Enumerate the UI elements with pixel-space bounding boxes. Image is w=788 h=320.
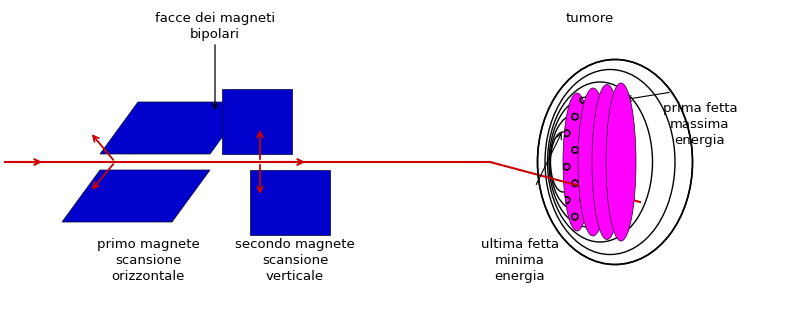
Bar	[222, 89, 292, 154]
Text: ultima fetta
minima
energia: ultima fetta minima energia	[481, 238, 559, 283]
Ellipse shape	[578, 88, 608, 236]
Polygon shape	[100, 102, 248, 154]
Ellipse shape	[563, 93, 591, 231]
Bar	[250, 170, 330, 235]
Ellipse shape	[592, 84, 622, 239]
Text: prima fetta
massima
energia: prima fetta massima energia	[663, 102, 738, 147]
Text: primo magnete
scansione
orizzontale: primo magnete scansione orizzontale	[97, 238, 199, 283]
Text: facce dei magneti
bipolari: facce dei magneti bipolari	[155, 12, 275, 41]
Text: secondo magnete
scansione
verticale: secondo magnete scansione verticale	[235, 238, 355, 283]
Polygon shape	[62, 170, 210, 222]
Text: tumore: tumore	[566, 12, 614, 25]
Ellipse shape	[606, 83, 636, 241]
